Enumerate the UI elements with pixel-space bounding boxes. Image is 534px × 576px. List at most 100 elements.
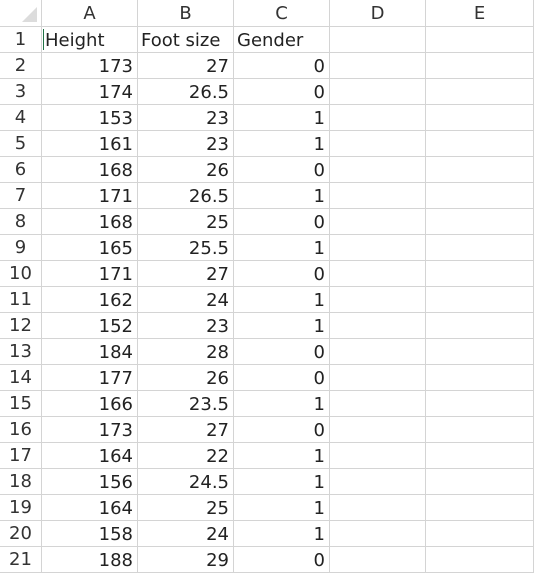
cell-b17[interactable]: 22 [138,443,234,469]
cell-c14[interactable]: 0 [234,365,330,391]
cell-b14[interactable]: 26 [138,365,234,391]
cell-b8[interactable]: 25 [138,209,234,235]
cell-a14[interactable]: 177 [42,365,138,391]
cell-c4[interactable]: 1 [234,105,330,131]
row-header[interactable]: 10 [0,261,42,287]
cell-e15[interactable] [426,391,534,417]
cell-c5[interactable]: 1 [234,131,330,157]
cell-e9[interactable] [426,235,534,261]
cell-e20[interactable] [426,521,534,547]
row-header[interactable]: 19 [0,495,42,521]
cell-e10[interactable] [426,261,534,287]
row-header[interactable]: 21 [0,547,42,573]
select-all-button[interactable] [0,0,42,26]
cell-d3[interactable] [330,79,426,105]
cell-e4[interactable] [426,105,534,131]
row-header[interactable]: 17 [0,443,42,469]
cell-e5[interactable] [426,131,534,157]
cell-b6[interactable]: 26 [138,157,234,183]
cell-a11[interactable]: 162 [42,287,138,313]
cell-d14[interactable] [330,365,426,391]
cell-c3[interactable]: 0 [234,79,330,105]
cell-d11[interactable] [330,287,426,313]
cell-c12[interactable]: 1 [234,313,330,339]
cell-a20[interactable]: 158 [42,521,138,547]
cell-c15[interactable]: 1 [234,391,330,417]
column-header-c[interactable]: C [234,0,330,26]
cell-c9[interactable]: 1 [234,235,330,261]
cell-b12[interactable]: 23 [138,313,234,339]
cell-a10[interactable]: 171 [42,261,138,287]
cell-a2[interactable]: 173 [42,53,138,79]
cell-a19[interactable]: 164 [42,495,138,521]
row-header[interactable]: 11 [0,287,42,313]
cell-e19[interactable] [426,495,534,521]
cell-a12[interactable]: 152 [42,313,138,339]
cell-a8[interactable]: 168 [42,209,138,235]
column-header-a[interactable]: A [42,0,138,26]
row-header[interactable]: 3 [0,79,42,105]
cell-d4[interactable] [330,105,426,131]
cell-c16[interactable]: 0 [234,417,330,443]
cell-b5[interactable]: 23 [138,131,234,157]
cell-d10[interactable] [330,261,426,287]
cell-d18[interactable] [330,469,426,495]
cell-c17[interactable]: 1 [234,443,330,469]
cell-e8[interactable] [426,209,534,235]
cell-b20[interactable]: 24 [138,521,234,547]
cell-b15[interactable]: 23.5 [138,391,234,417]
cell-a17[interactable]: 164 [42,443,138,469]
row-header[interactable]: 1 [0,27,42,53]
cell-a21[interactable]: 188 [42,547,138,573]
cell-e17[interactable] [426,443,534,469]
cell-e1[interactable] [426,27,534,53]
row-header[interactable]: 9 [0,235,42,261]
cell-e11[interactable] [426,287,534,313]
cell-b9[interactable]: 25.5 [138,235,234,261]
cell-a18[interactable]: 156 [42,469,138,495]
cell-c7[interactable]: 1 [234,183,330,209]
column-header-b[interactable]: B [138,0,234,26]
cell-d7[interactable] [330,183,426,209]
cell-a9[interactable]: 165 [42,235,138,261]
row-header[interactable]: 18 [0,469,42,495]
row-header[interactable]: 15 [0,391,42,417]
cell-e14[interactable] [426,365,534,391]
cell-d9[interactable] [330,235,426,261]
cell-d19[interactable] [330,495,426,521]
cell-b16[interactable]: 27 [138,417,234,443]
cell-b18[interactable]: 24.5 [138,469,234,495]
row-header[interactable]: 7 [0,183,42,209]
cell-c8[interactable]: 0 [234,209,330,235]
cell-a16[interactable]: 173 [42,417,138,443]
cell-c18[interactable]: 1 [234,469,330,495]
cell-c1[interactable]: Gender [234,27,330,53]
cell-e13[interactable] [426,339,534,365]
cell-b10[interactable]: 27 [138,261,234,287]
row-header[interactable]: 16 [0,417,42,443]
cell-a4[interactable]: 153 [42,105,138,131]
cell-d13[interactable] [330,339,426,365]
cell-d17[interactable] [330,443,426,469]
cell-b3[interactable]: 26.5 [138,79,234,105]
cell-e7[interactable] [426,183,534,209]
cell-c21[interactable]: 0 [234,547,330,573]
cell-b19[interactable]: 25 [138,495,234,521]
column-header-e[interactable]: E [426,0,534,26]
cell-e3[interactable] [426,79,534,105]
cell-e2[interactable] [426,53,534,79]
cell-b1[interactable]: Foot size [138,27,234,53]
column-header-d[interactable]: D [330,0,426,26]
cell-a3[interactable]: 174 [42,79,138,105]
cell-e12[interactable] [426,313,534,339]
cell-b11[interactable]: 24 [138,287,234,313]
row-header[interactable]: 12 [0,313,42,339]
cell-c11[interactable]: 1 [234,287,330,313]
cell-e18[interactable] [426,469,534,495]
cell-e16[interactable] [426,417,534,443]
cell-c20[interactable]: 1 [234,521,330,547]
cell-a5[interactable]: 161 [42,131,138,157]
cell-e6[interactable] [426,157,534,183]
cell-a15[interactable]: 166 [42,391,138,417]
